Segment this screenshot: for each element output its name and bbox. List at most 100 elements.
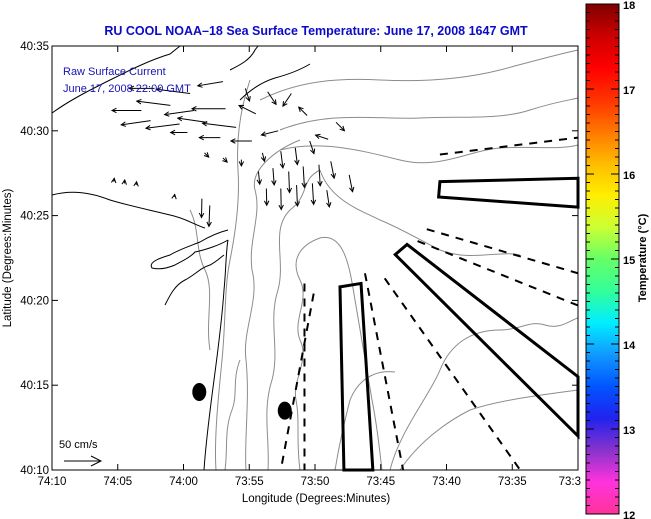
vector-head — [206, 221, 212, 228]
contour-line — [279, 144, 579, 164]
current-vector — [282, 93, 292, 108]
current-vector — [198, 198, 205, 219]
vector-head — [278, 204, 284, 211]
vector-head — [263, 200, 270, 207]
current-vector — [163, 109, 195, 117]
contour-line — [389, 317, 579, 471]
annotation-line1: Raw Surface Current — [63, 66, 166, 78]
vector-shaft — [280, 151, 284, 169]
current-vector — [128, 85, 155, 92]
vector-shaft — [257, 171, 261, 185]
vector-head — [203, 152, 210, 158]
vector-head — [294, 159, 300, 166]
contour-line — [244, 139, 301, 471]
bathymetry-contours — [189, 49, 579, 471]
vector-shaft — [330, 161, 335, 179]
vector-head — [111, 177, 117, 184]
coastline-segment — [51, 45, 181, 114]
contour-line — [224, 359, 241, 471]
current-vector — [135, 98, 171, 106]
coastline-segment — [229, 45, 259, 71]
contour-line — [279, 97, 579, 131]
vector-shaft — [261, 152, 265, 162]
vector-head — [155, 87, 162, 93]
current-vector — [155, 87, 191, 94]
current-vector — [348, 174, 355, 193]
vector-head — [310, 199, 317, 206]
current-vector — [120, 120, 151, 127]
colorbar-label: 12 — [623, 510, 635, 519]
contour-line — [294, 236, 383, 471]
buoy-2 — [277, 401, 292, 420]
vector-shaft — [244, 88, 250, 102]
coastline — [51, 45, 311, 471]
vector-head — [190, 106, 197, 112]
colorbar-label: 14 — [623, 340, 636, 352]
vector-head — [222, 157, 228, 163]
dash-5 — [363, 273, 405, 471]
vector-shaft — [156, 88, 191, 94]
current-vector — [111, 177, 117, 184]
colorbar-label: 15 — [623, 255, 635, 267]
vector-head — [317, 180, 323, 187]
coastline-segment — [150, 229, 229, 270]
vector-shaft — [208, 205, 211, 227]
vector-head — [271, 99, 277, 106]
x-tick-label: 74:00 — [169, 476, 198, 488]
dash-2 — [426, 228, 579, 275]
vector-head — [286, 187, 293, 194]
vector-shaft — [302, 166, 305, 188]
contour-line — [319, 169, 521, 257]
contour-line — [399, 389, 579, 471]
vector-shaft — [261, 130, 279, 136]
contour-line — [259, 49, 579, 101]
current-vector — [335, 121, 346, 132]
contour-line — [189, 209, 211, 351]
current-vector — [190, 106, 226, 112]
vector-head — [169, 129, 176, 136]
current-vector — [326, 190, 332, 209]
current-vector — [196, 81, 224, 88]
current-vector — [309, 140, 316, 155]
current-vector — [203, 152, 210, 158]
current-vector — [286, 171, 293, 194]
vector-head — [326, 202, 332, 209]
current-vector — [294, 185, 300, 208]
current-vector — [260, 130, 279, 137]
x-axis-label: Longitude (Degrees:Minutes) — [242, 493, 390, 505]
current-vector — [201, 121, 237, 128]
current-vector — [121, 178, 127, 185]
vector-shaft — [164, 109, 195, 116]
vector-head — [314, 133, 321, 139]
vector-shaft — [136, 100, 171, 106]
current-vector — [267, 91, 277, 106]
vector-shaft — [335, 121, 345, 132]
contour-line — [214, 79, 251, 471]
colorbar-title: Temperature (°C) — [637, 213, 649, 302]
vector-head — [201, 121, 208, 127]
vector-head — [294, 201, 300, 208]
current-vector — [260, 152, 267, 163]
vector-head — [260, 131, 267, 137]
colorbar-label: 13 — [623, 425, 635, 437]
coastline-segment — [51, 191, 206, 229]
current-vector — [171, 193, 177, 200]
vector-head — [144, 124, 151, 131]
x-tick-label: 73:45 — [366, 476, 395, 488]
vector-head — [133, 180, 139, 187]
colorbar-label: 17 — [623, 85, 635, 97]
axis-ticks — [51, 45, 579, 471]
contour-line — [266, 169, 321, 471]
vector-head — [271, 180, 277, 187]
plot-area: Raw Surface Current June 17, 2008 22:00 … — [51, 45, 580, 472]
vector-head — [229, 138, 236, 144]
vector-shaft — [348, 174, 354, 192]
vector-head — [120, 121, 127, 127]
current-vector — [256, 171, 262, 186]
current-vector — [297, 106, 308, 116]
vector-shaft — [282, 93, 292, 107]
colorbar-label: 18 — [623, 0, 635, 12]
coastline-segment — [203, 239, 229, 471]
vector-head — [297, 106, 304, 113]
